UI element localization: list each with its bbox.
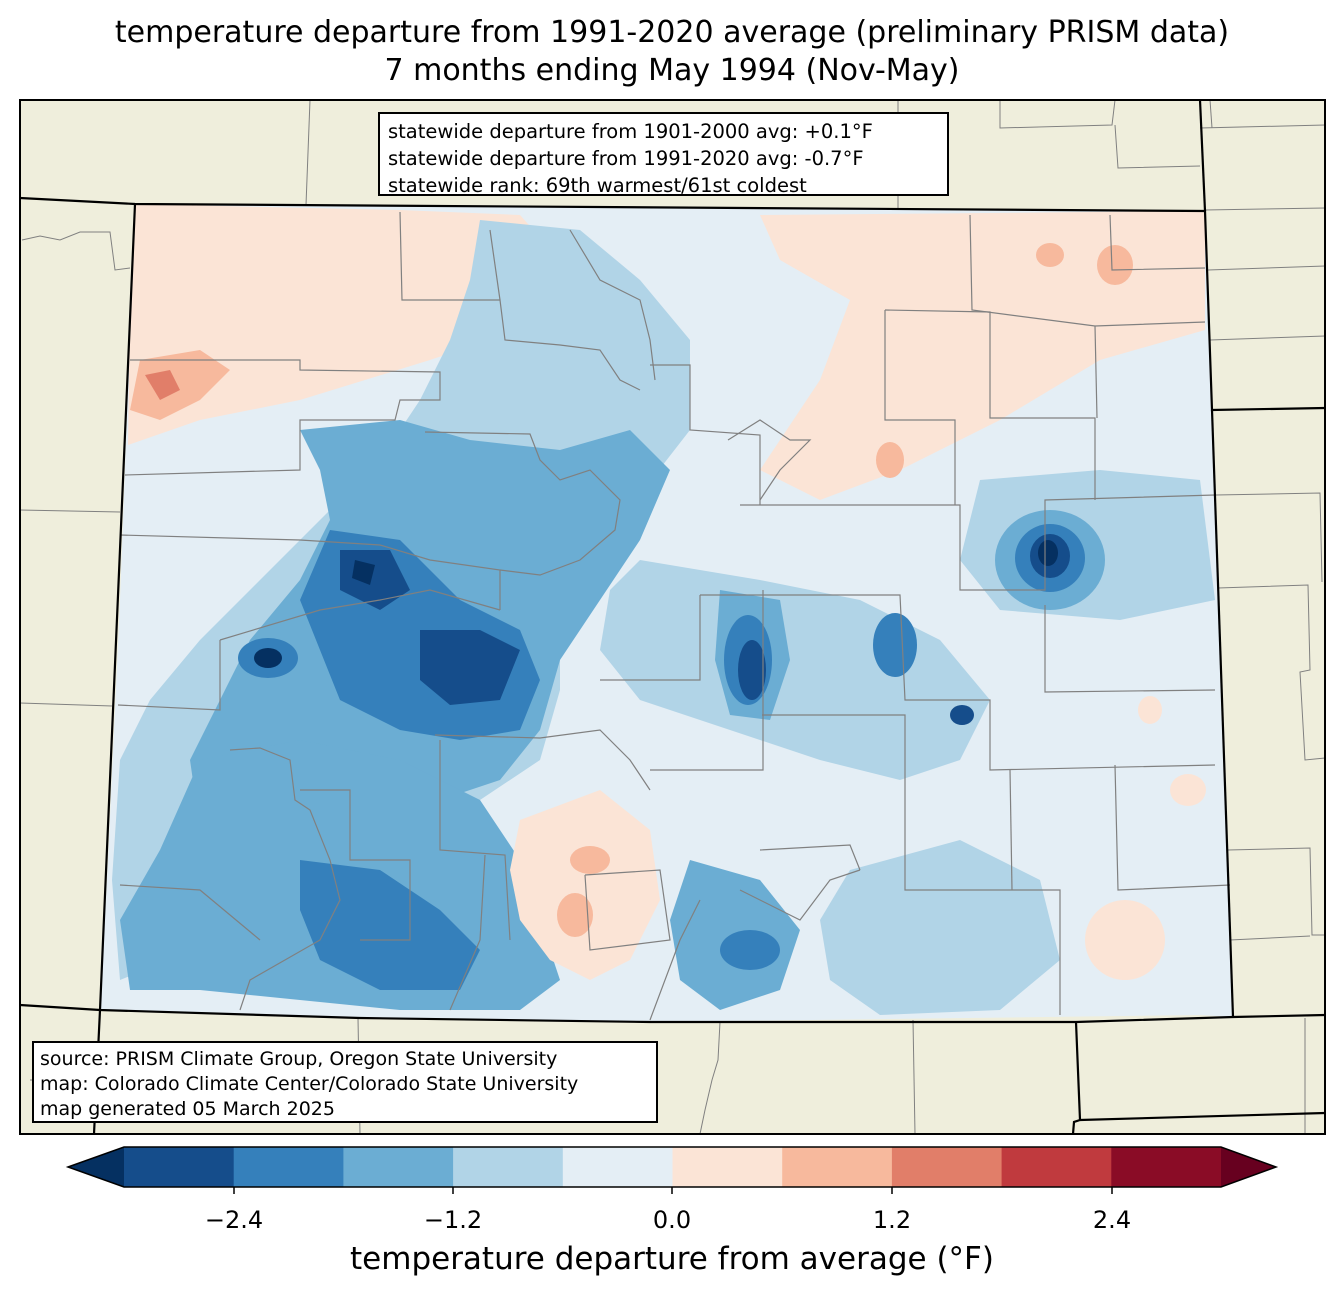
anomaly-contours: [112, 204, 1215, 1015]
map-title-line2: 7 months ending May 1994 (Nov-May): [384, 53, 960, 88]
colorbar-bin: [562, 1147, 673, 1187]
colorbar-tick-label: −1.2: [423, 1206, 483, 1234]
colorbar-extend-high: [1221, 1147, 1276, 1187]
credits-line-2: map: Colorado Climate Center/Colorado St…: [40, 1073, 579, 1095]
colorbar-bin: [1111, 1147, 1222, 1187]
colorbar-bin: [233, 1147, 344, 1187]
colorbar-bin: [672, 1147, 783, 1187]
colorbar-tick-label: 1.2: [872, 1206, 912, 1234]
colorbar-bin: [782, 1147, 893, 1187]
colorbar-bin: [453, 1147, 564, 1187]
credits-box: source: PRISM Climate Group, Oregon Stat…: [32, 1041, 658, 1123]
colorbar-bin: [1001, 1147, 1112, 1187]
county-lines: [117, 211, 1231, 1021]
colorbar-bin: [891, 1147, 1003, 1187]
credits-line-3: map generated 05 March 2025: [40, 1098, 335, 1120]
map-frame: [19, 99, 1326, 1135]
map-title-line1: temperature departure from 1991-2020 ave…: [114, 15, 1230, 50]
credits-line-1: source: PRISM Climate Group, Oregon Stat…: [40, 1048, 558, 1070]
statewide-stats-box: statewide departure from 1901-2000 avg: …: [378, 112, 949, 197]
colorbar-tick-label: −2.4: [204, 1206, 264, 1234]
colorbar-tick-label: 0.0: [652, 1206, 692, 1234]
stats-line-2: statewide departure from 1991-2020 avg: …: [388, 147, 864, 170]
colorbar: [65, 1146, 1279, 1194]
stats-line-1: statewide departure from 1901-2000 avg: …: [388, 120, 873, 143]
colorbar-outline: [65, 1146, 1279, 1188]
colorbar-extend-low: [68, 1147, 124, 1187]
colorbar-label: temperature departure from average (°F): [350, 1241, 994, 1277]
colorbar-bin: [343, 1147, 454, 1187]
colorbar-tick-label: 2.4: [1092, 1206, 1132, 1234]
colorbar-bin: [124, 1147, 235, 1187]
stats-line-3: statewide rank: 69th warmest/61st coldes…: [388, 174, 807, 197]
